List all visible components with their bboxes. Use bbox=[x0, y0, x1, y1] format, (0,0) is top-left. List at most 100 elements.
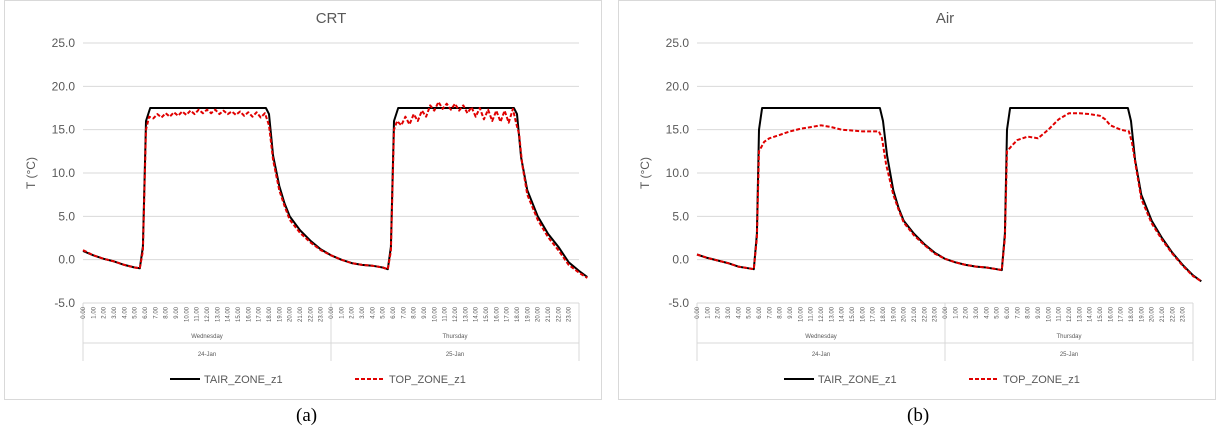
x-tick-label: 10.00 bbox=[1046, 306, 1052, 322]
x-tick-label: 5.00 bbox=[133, 306, 139, 318]
x-tick-label: 17.00 bbox=[257, 306, 263, 322]
x-tick-label: 6.00 bbox=[1005, 306, 1011, 318]
x-tick-label: 17.00 bbox=[505, 306, 511, 322]
x-tick-label: 21.00 bbox=[1160, 306, 1166, 322]
legend-label: TAIR_ZONE_z1 bbox=[204, 374, 283, 386]
x-tick-label: 9.00 bbox=[788, 306, 794, 318]
x-tick-label: 5.00 bbox=[995, 306, 1001, 318]
date-label: 24-Jan bbox=[198, 352, 216, 358]
legend-label: TAIR_ZONE_z1 bbox=[818, 374, 897, 386]
chart-crt: CRT T (°C) -5.0 0.0 5.0 10.0 15.0 20.0 25.0 0.00 1… bbox=[24, 10, 588, 386]
x-tick-label: 20.00 bbox=[288, 306, 294, 322]
x-tick-label: 3.00 bbox=[112, 306, 118, 318]
x-tick-label: 19.00 bbox=[1139, 306, 1145, 322]
y-tick-label: 5.0 bbox=[58, 209, 75, 223]
x-tick-label: 13.00 bbox=[215, 306, 221, 322]
x-tick-label: 16.00 bbox=[1108, 306, 1114, 322]
x-tick-label: 22.00 bbox=[1170, 306, 1176, 322]
day-label: Thursday bbox=[1056, 334, 1081, 340]
date-label: 25-Jan bbox=[446, 352, 464, 358]
chart-title: CRT bbox=[316, 10, 347, 27]
x-tick-label: 15.00 bbox=[484, 306, 490, 322]
x-tick-label: 1.00 bbox=[339, 306, 345, 318]
x-tick-label: 17.00 bbox=[871, 306, 877, 322]
x-tick-label: 3.00 bbox=[360, 306, 366, 318]
x-tick-label: 2.00 bbox=[716, 306, 722, 318]
y-axis-label: T (°C) bbox=[24, 157, 38, 189]
y-axis-label: T (°C) bbox=[638, 157, 652, 189]
x-tick-label: 21.00 bbox=[546, 306, 552, 322]
chart-title: Air bbox=[936, 10, 954, 27]
y-tick-label: -5.0 bbox=[54, 296, 75, 310]
x-tick-label: 23.00 bbox=[319, 306, 325, 322]
y-tick-label: 15.0 bbox=[666, 123, 690, 137]
x-tick-label: 13.00 bbox=[829, 306, 835, 322]
x-tick-label: 13.00 bbox=[1077, 306, 1083, 322]
chart-panel-air: Air T (°C) -5.0 0.0 5.0 10.0 15.0 20.0 25.0 0.00 1… bbox=[618, 0, 1216, 400]
x-tick-label: 10.00 bbox=[184, 306, 190, 322]
y-tick-label: 25.0 bbox=[666, 36, 690, 50]
legend-label: TOP_ZONE_z1 bbox=[1003, 374, 1080, 386]
y-tick-label: 25.0 bbox=[52, 36, 76, 50]
x-tick-label: 23.00 bbox=[933, 306, 939, 322]
x-tick-label: 2.00 bbox=[102, 306, 108, 318]
x-tick-label: 8.00 bbox=[778, 306, 784, 318]
x-tick-label: 19.00 bbox=[277, 306, 283, 322]
x-tick-label: 7.00 bbox=[767, 306, 773, 318]
x-tick-label: 0.00 bbox=[81, 306, 87, 318]
x-tick-label: 9.00 bbox=[422, 306, 428, 318]
x-tick-label: 3.00 bbox=[974, 306, 980, 318]
x-tick-label: 5.00 bbox=[381, 306, 387, 318]
x-tick-label: 21.00 bbox=[912, 306, 918, 322]
x-tick-label: 12.00 bbox=[1067, 306, 1073, 322]
series-line-top-zone-z1 bbox=[82, 100, 588, 279]
x-tick-label: 14.00 bbox=[226, 306, 232, 322]
x-tick-label: 18.00 bbox=[515, 306, 521, 322]
x-tick-label: 9.00 bbox=[1036, 306, 1042, 318]
y-tick-label: -5.0 bbox=[668, 296, 689, 310]
x-tick-label: 17.00 bbox=[1119, 306, 1125, 322]
x-tick-label: 16.00 bbox=[494, 306, 500, 322]
x-tick-label: 0.00 bbox=[695, 306, 701, 318]
x-tick-label: 22.00 bbox=[308, 306, 314, 322]
x-tick-label: 14.00 bbox=[1088, 306, 1094, 322]
x-tick-label: 4.00 bbox=[122, 306, 128, 318]
x-tick-label: 23.00 bbox=[1181, 306, 1187, 322]
x-tick-label: 4.00 bbox=[370, 306, 376, 318]
y-tick-label: 10.0 bbox=[666, 166, 690, 180]
x-tick-label: 14.00 bbox=[840, 306, 846, 322]
x-tick-label: 10.00 bbox=[432, 306, 438, 322]
x-tick-label: 7.00 bbox=[1015, 306, 1021, 318]
x-tick-label: 8.00 bbox=[164, 306, 170, 318]
day-label: Thursday bbox=[442, 334, 467, 340]
x-tick-label: 2.00 bbox=[964, 306, 970, 318]
x-tick-label: 4.00 bbox=[984, 306, 990, 318]
y-tick-label: 20.0 bbox=[52, 79, 76, 93]
x-tick-label: 18.00 bbox=[881, 306, 887, 322]
x-tick-label: 18.00 bbox=[1129, 306, 1135, 322]
x-tick-label: 19.00 bbox=[525, 306, 531, 322]
x-tick-label: 15.00 bbox=[1098, 306, 1104, 322]
x-tick-label: 0.00 bbox=[329, 306, 335, 318]
x-tick-label: 6.00 bbox=[391, 306, 397, 318]
x-tick-label: 4.00 bbox=[736, 306, 742, 318]
x-tick-label: 1.00 bbox=[91, 306, 97, 318]
date-label: 24-Jan bbox=[812, 352, 830, 358]
y-tick-label: 10.0 bbox=[52, 166, 76, 180]
legend-label: TOP_ZONE_z1 bbox=[389, 374, 466, 386]
x-tick-label: 20.00 bbox=[902, 306, 908, 322]
x-tick-label: 3.00 bbox=[726, 306, 732, 318]
x-tick-label: 19.00 bbox=[891, 306, 897, 322]
x-tick-label: 14.00 bbox=[474, 306, 480, 322]
day-label: Wednesday bbox=[191, 334, 223, 340]
x-tick-label: 10.00 bbox=[798, 306, 804, 322]
x-tick-label: 6.00 bbox=[757, 306, 763, 318]
x-tick-label: 13.00 bbox=[463, 306, 469, 322]
x-tick-label: 11.00 bbox=[1057, 306, 1063, 321]
series-line-tair-zone-z1 bbox=[82, 107, 588, 278]
x-tick-label: 20.00 bbox=[1150, 306, 1156, 322]
figure-caption-a: (a) bbox=[296, 405, 318, 426]
x-tick-label: 18.00 bbox=[267, 306, 273, 322]
day-label: Wednesday bbox=[805, 334, 837, 340]
x-tick-label: 11.00 bbox=[195, 306, 201, 321]
